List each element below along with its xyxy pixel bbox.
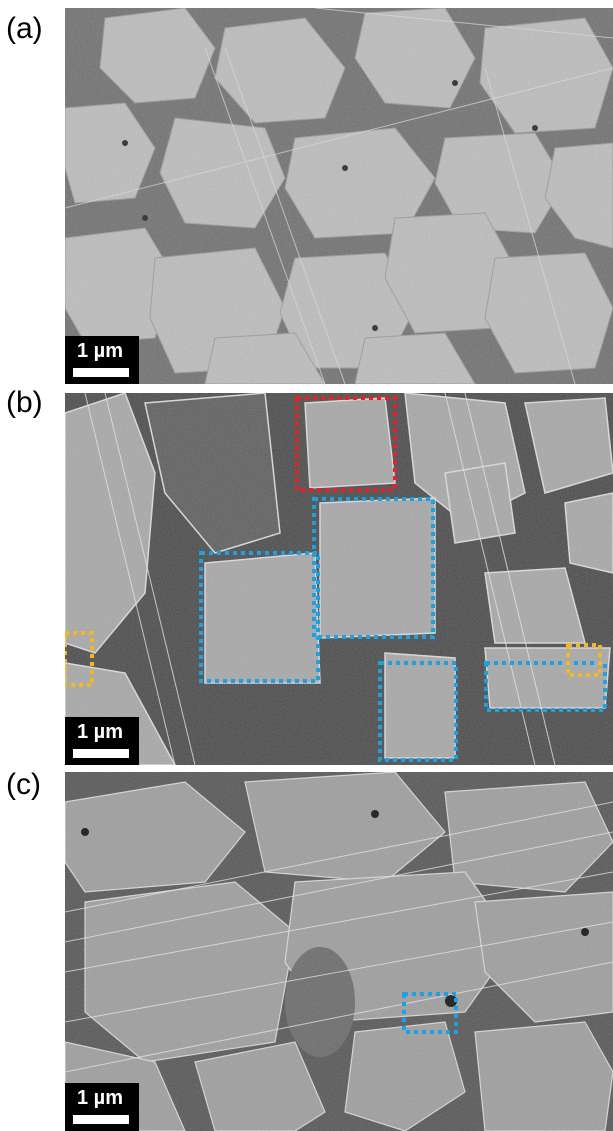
sem-micrograph-a (65, 8, 613, 384)
blue-dotted-box-c (402, 992, 458, 1034)
scale-bar-label-a: 1 µm (77, 340, 123, 362)
blue-dotted-box-2 (199, 551, 320, 683)
scale-bar-line-b (73, 749, 129, 758)
sem-image-a: 1 µm (65, 8, 613, 384)
blue-dotted-box-3 (378, 661, 458, 762)
sem-image-b: 1 µm (65, 393, 613, 765)
scale-bar-label-c: 1 µm (77, 1087, 123, 1109)
scale-bar-line-c (73, 1115, 129, 1124)
scale-bar-label-b: 1 µm (77, 721, 123, 743)
sem-micrograph-c (65, 772, 613, 1131)
orange-dotted-box-2 (566, 643, 602, 677)
scale-bar-a: 1 µm (65, 336, 139, 384)
panel-label-a: (a) (6, 12, 43, 45)
red-dotted-box (295, 396, 397, 492)
panel-label-c: (c) (6, 768, 41, 801)
sem-micrograph-b (65, 393, 613, 765)
blue-dotted-box-1 (312, 497, 435, 639)
scale-bar-b: 1 µm (65, 717, 139, 765)
scale-bar-c: 1 µm (65, 1083, 139, 1131)
panel-label-b: (b) (6, 386, 43, 419)
blue-dotted-box-4 (484, 661, 607, 712)
sem-image-c: 1 µm (65, 772, 613, 1131)
scale-bar-line-a (73, 368, 129, 377)
